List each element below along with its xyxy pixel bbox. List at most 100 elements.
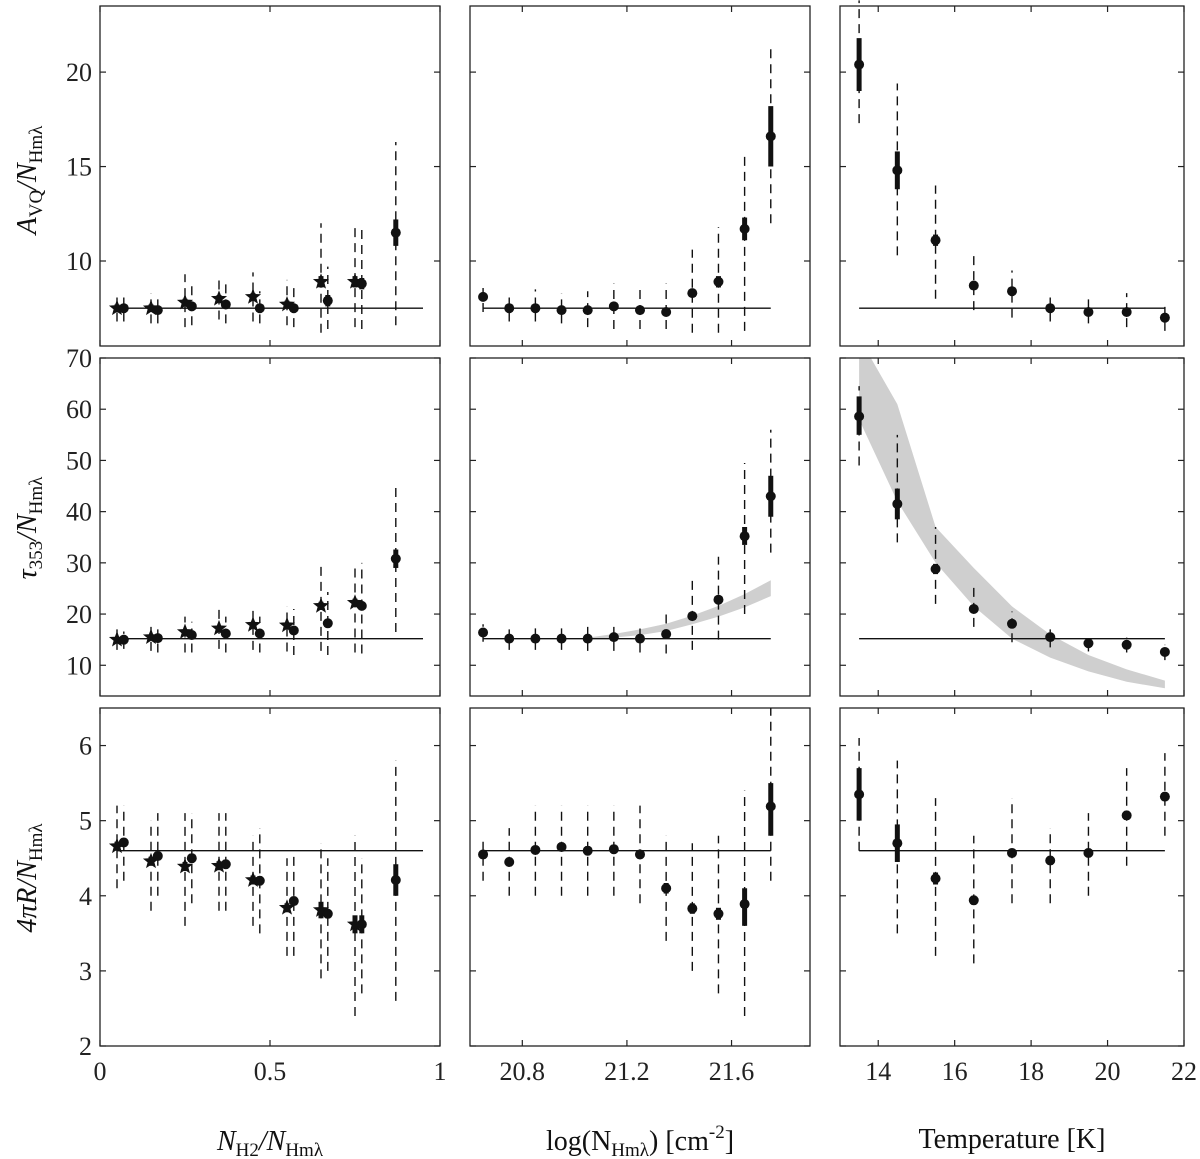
x-tick-label: 21.2 (604, 1057, 650, 1086)
series-circle (854, 738, 1170, 964)
data-point (1007, 618, 1017, 629)
data-point-star (210, 857, 228, 873)
data-point (1045, 632, 1056, 643)
data-point (152, 305, 163, 316)
series-star (108, 562, 364, 653)
data-point (892, 498, 903, 509)
y-tick-label: 20 (66, 58, 92, 87)
data-point (661, 629, 672, 640)
data-point (356, 278, 367, 289)
data-point (504, 856, 515, 867)
data-point-star (312, 901, 330, 917)
data-point (713, 908, 724, 919)
y-tick-label: 50 (66, 446, 92, 475)
x-axis-label-col1: log(NHmλ) [cm-2] (546, 1122, 734, 1159)
data-point (968, 603, 979, 614)
data-point (854, 789, 865, 800)
data-point (556, 633, 567, 644)
data-point (504, 633, 515, 644)
series-circle (118, 142, 401, 329)
data-point (556, 305, 567, 316)
data-point-star (244, 288, 262, 304)
x-tick-label: 21.6 (709, 1057, 755, 1086)
data-point-star (244, 616, 262, 632)
panels: 10 15 20 10 20 30 40 50 60 70 0 0.5 1 2 3 4 5 6 20.8 21.2 21… (66, 0, 1197, 1086)
data-point (288, 625, 299, 636)
data-point (152, 633, 163, 644)
series-circle (478, 43, 776, 333)
panel-r1c2 (839, 357, 1185, 697)
x-tick-label: 0 (94, 1057, 107, 1086)
x-axis-label-col0: NH2/NHmλ (216, 1126, 324, 1159)
data-point (635, 305, 645, 316)
data-point (478, 291, 489, 302)
data-point-star (210, 619, 228, 636)
data-point (687, 903, 698, 914)
data-point-star (312, 597, 330, 613)
panel-r0c1 (469, 5, 811, 347)
data-point-star (278, 899, 296, 915)
data-point (220, 299, 231, 310)
axes-box (839, 357, 1185, 697)
data-point-star (312, 273, 330, 289)
data-point (608, 301, 619, 312)
data-point (118, 837, 129, 848)
data-point (1121, 639, 1132, 650)
x-tick-label: 1 (434, 1057, 447, 1086)
data-point-star (278, 616, 296, 633)
series-circle (854, 0, 1170, 331)
series-circle (118, 486, 401, 656)
data-point (390, 227, 401, 238)
x-tick-label: 20 (1095, 1057, 1121, 1086)
x-tick-label: 0.5 (254, 1057, 287, 1086)
data-point (322, 295, 333, 306)
data-point-star (346, 594, 364, 610)
data-point (478, 627, 489, 638)
y-tick-label: 4 (79, 882, 92, 911)
data-point (186, 630, 197, 641)
data-point-star (346, 915, 364, 932)
data-point (930, 235, 941, 246)
data-point (288, 303, 299, 314)
data-point (582, 845, 593, 856)
series-circle (854, 386, 1170, 661)
x-tick-label: 14 (865, 1057, 891, 1086)
data-point (739, 223, 750, 234)
data-point-star (176, 294, 194, 310)
data-point (1159, 791, 1170, 802)
series-star (108, 805, 364, 1016)
y-tick-label: 6 (79, 732, 92, 761)
data-point (322, 908, 333, 919)
data-point (254, 303, 265, 314)
panel-r0c0: 10 15 20 (66, 5, 441, 347)
panel-r2c1: 20.8 21.2 21.6 (469, 707, 811, 1086)
data-point (556, 841, 567, 852)
data-point (765, 491, 776, 502)
data-point (1083, 307, 1094, 317)
data-point (635, 633, 645, 644)
data-point (1083, 638, 1094, 649)
y-tick-label: 40 (66, 498, 92, 527)
y-tick-label: 3 (79, 957, 92, 986)
panel-r1c1 (469, 357, 811, 697)
y-axis-label-row2: 4πR/NHmλ (12, 823, 47, 933)
data-point (220, 859, 231, 870)
data-point (1007, 847, 1017, 858)
data-point-star (108, 299, 126, 316)
data-point (892, 165, 903, 176)
data-point (1083, 847, 1094, 858)
data-point (254, 875, 265, 886)
x-tick-label: 16 (942, 1057, 968, 1086)
data-point (530, 844, 541, 855)
data-point (661, 307, 672, 317)
data-point (1121, 810, 1132, 821)
data-point (1121, 307, 1132, 317)
data-point (390, 553, 401, 564)
data-point-star (142, 852, 160, 869)
data-point (390, 875, 401, 886)
panel-r0c2 (839, 0, 1185, 347)
x-tick-label: 18 (1018, 1057, 1044, 1086)
data-point (530, 633, 541, 644)
series-circle (478, 429, 776, 654)
